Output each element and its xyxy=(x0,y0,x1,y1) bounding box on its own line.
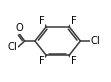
Text: F: F xyxy=(71,16,76,26)
Text: F: F xyxy=(71,56,76,66)
Text: Cl: Cl xyxy=(90,36,100,46)
Text: F: F xyxy=(39,16,45,26)
Text: F: F xyxy=(39,56,45,66)
Text: Cl: Cl xyxy=(8,42,18,52)
Text: O: O xyxy=(15,23,23,33)
